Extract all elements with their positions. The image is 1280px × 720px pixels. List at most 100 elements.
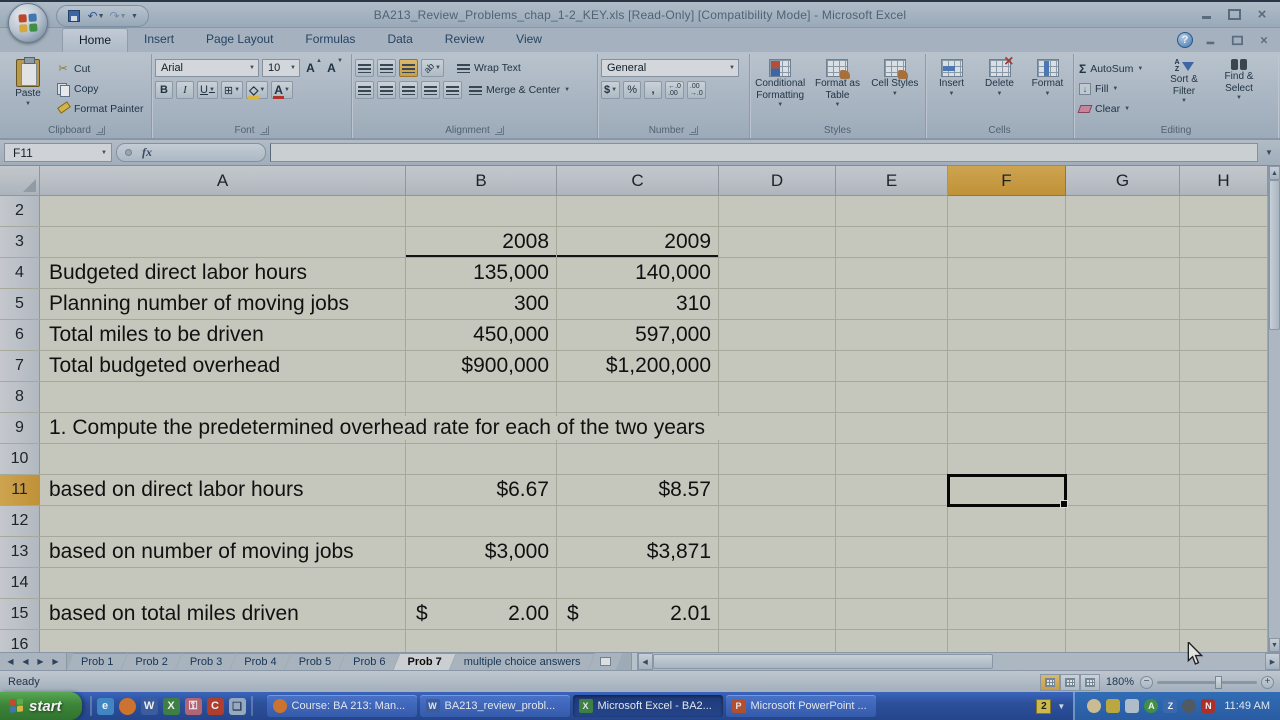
cell-B4[interactable]: 135,000: [406, 258, 557, 288]
taskbar-button-firefox[interactable]: Course: BA 213: Man...: [266, 695, 417, 717]
ribbon-tab-view[interactable]: View: [516, 32, 542, 46]
badge-2-icon[interactable]: 2: [1036, 698, 1052, 714]
zoom-level[interactable]: 180%: [1105, 676, 1134, 688]
cell-D5[interactable]: [719, 289, 836, 319]
cell-C8[interactable]: [557, 382, 719, 412]
accounting-format-button[interactable]: $ ▼: [601, 81, 621, 99]
cell-C3[interactable]: 2009: [557, 227, 719, 257]
cell-E9[interactable]: [836, 413, 948, 443]
cell-B14[interactable]: [406, 568, 557, 598]
cell-A6[interactable]: Total miles to be driven: [40, 320, 406, 350]
merge-center-button[interactable]: Merge & Center ▼: [467, 82, 572, 99]
cell-E3[interactable]: [836, 227, 948, 257]
clipboard-dialog-launcher[interactable]: [95, 126, 105, 135]
row-header-15[interactable]: 15: [0, 599, 40, 629]
cell-G4[interactable]: [1066, 258, 1180, 288]
cell-F13[interactable]: [948, 537, 1066, 567]
cell-B8[interactable]: [406, 382, 557, 412]
ribbon-tab-data[interactable]: Data: [387, 32, 413, 46]
cell-D15[interactable]: [719, 599, 836, 629]
decrease-decimal-button[interactable]: .00 →.0: [686, 81, 706, 99]
cell-F5[interactable]: [948, 289, 1066, 319]
cell-H16[interactable]: [1180, 630, 1268, 652]
taskbar-button-powerpoint[interactable]: P Microsoft PowerPoint ...: [725, 695, 876, 717]
cell-F16[interactable]: [948, 630, 1066, 652]
cell-D2[interactable]: [719, 196, 836, 226]
cell-B10[interactable]: [406, 444, 557, 474]
number-dialog-launcher[interactable]: [689, 126, 699, 135]
cell-G6[interactable]: [1066, 320, 1180, 350]
green-a-icon[interactable]: A: [1144, 699, 1159, 713]
cell-B7[interactable]: $900,000: [406, 351, 557, 381]
cell-G13[interactable]: [1066, 537, 1180, 567]
column-header-F[interactable]: F: [948, 166, 1066, 196]
page-layout-view-button[interactable]: [1059, 673, 1080, 691]
horizontal-scroll-thumb[interactable]: [652, 654, 993, 669]
cell-F12[interactable]: [948, 506, 1066, 536]
row-header-11[interactable]: 11: [0, 475, 40, 505]
column-header-A[interactable]: A: [40, 166, 406, 196]
cell-F7[interactable]: [948, 351, 1066, 381]
cell-E12[interactable]: [836, 506, 948, 536]
row-header-5[interactable]: 5: [0, 289, 40, 319]
column-header-G[interactable]: G: [1066, 166, 1180, 196]
help-button[interactable]: ?: [1177, 32, 1193, 48]
cell-F10[interactable]: [948, 444, 1066, 474]
cell-E2[interactable]: [836, 196, 948, 226]
zoom-out-button[interactable]: −: [1140, 675, 1153, 689]
cell-C11[interactable]: $8.57: [557, 475, 719, 505]
autosum-button[interactable]: Σ AutoSum ▼: [1079, 61, 1144, 76]
cell-E4[interactable]: [836, 258, 948, 288]
row-header-2[interactable]: 2: [0, 196, 40, 226]
workbook-restore-button[interactable]: [1229, 34, 1246, 46]
row-header-14[interactable]: 14: [0, 568, 40, 598]
cell-F8[interactable]: [948, 382, 1066, 412]
cell-B12[interactable]: [406, 506, 557, 536]
font-color-button[interactable]: A ▼: [271, 81, 293, 99]
comma-style-button[interactable]: ,: [644, 81, 663, 99]
page-break-view-button[interactable]: [1079, 673, 1100, 691]
ribbon-tab-review[interactable]: Review: [444, 32, 485, 46]
cell-B16[interactable]: [406, 630, 557, 652]
row-header-3[interactable]: 3: [0, 227, 40, 257]
cell-H3[interactable]: [1180, 227, 1268, 257]
cell-C15[interactable]: $2.01: [557, 599, 719, 629]
row-header-6[interactable]: 6: [0, 320, 40, 350]
cell-G16[interactable]: [1066, 630, 1180, 652]
conditional-formatting-button[interactable]: Conditional Formatting ▼: [753, 56, 807, 110]
cell-H12[interactable]: [1180, 506, 1268, 536]
cell-G11[interactable]: [1066, 475, 1180, 505]
cell-E7[interactable]: [836, 351, 948, 381]
cell-E14[interactable]: [836, 568, 948, 598]
insert-function-button[interactable]: fx: [116, 143, 266, 162]
wrap-text-button[interactable]: Wrap Text: [455, 60, 523, 77]
cell-G8[interactable]: [1066, 382, 1180, 412]
cell-C6[interactable]: 597,000: [557, 320, 719, 350]
row-header-16[interactable]: 16: [0, 630, 40, 652]
excel-icon[interactable]: X: [162, 697, 180, 715]
formula-input[interactable]: [270, 143, 1258, 162]
firefox-icon[interactable]: [118, 697, 136, 715]
sheet-tab-prob-1[interactable]: Prob 1: [67, 653, 127, 670]
cell-H8[interactable]: [1180, 382, 1268, 412]
save-button[interactable]: [65, 8, 83, 24]
cell-A4[interactable]: Budgeted direct labor hours: [40, 258, 406, 288]
zoom-slider-thumb[interactable]: [1215, 675, 1222, 689]
shrink-font-button[interactable]: A ▼: [327, 58, 343, 75]
workbook-close-button[interactable]: [1256, 34, 1273, 46]
align-bottom-button[interactable]: [399, 59, 418, 77]
cell-F15[interactable]: [948, 599, 1066, 629]
increase-decimal-button[interactable]: ←.0 .00: [665, 81, 684, 99]
cell-D8[interactable]: [719, 382, 836, 412]
cell-D12[interactable]: [719, 506, 836, 536]
next-sheet-button[interactable]: ▶: [37, 657, 44, 666]
row-header-10[interactable]: 10: [0, 444, 40, 474]
cell-E10[interactable]: [836, 444, 948, 474]
cell-D11[interactable]: [719, 475, 836, 505]
increase-indent-button[interactable]: [443, 81, 462, 99]
cell-D14[interactable]: [719, 568, 836, 598]
cell-F4[interactable]: [948, 258, 1066, 288]
sheet-tab-prob-2[interactable]: Prob 2: [121, 653, 181, 670]
font-dialog-launcher[interactable]: [259, 126, 269, 135]
paste-button[interactable]: Paste ▼: [5, 56, 51, 108]
